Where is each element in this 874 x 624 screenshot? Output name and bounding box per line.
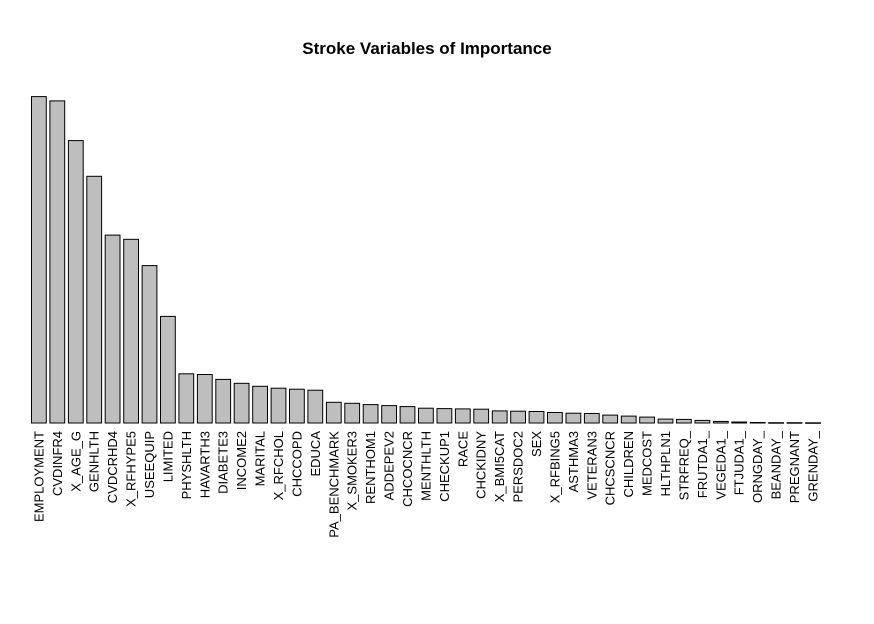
- tick-label: ORNGDAY_: [750, 430, 765, 503]
- tick-label: FTJUDA1_: [732, 430, 747, 495]
- tick-label: MEDCOST: [640, 431, 655, 496]
- tick-label: X_RFHYPE5: [124, 431, 139, 507]
- bar-sex: [528, 411, 545, 424]
- bar-x-age-g: [67, 140, 84, 424]
- tick-label: INCOME2: [234, 431, 249, 490]
- tick-label: X_SMOKER3: [345, 431, 360, 510]
- bar-physhlth: [178, 373, 195, 424]
- tick-label: CHECKUP1: [437, 431, 452, 502]
- bar-limited: [160, 315, 176, 424]
- tick-label: USEEQUIP: [142, 431, 157, 498]
- bar-chcocncr: [399, 406, 416, 424]
- bars-group: [31, 96, 821, 424]
- bar-havarth3: [196, 374, 213, 424]
- bar-educa: [307, 389, 324, 424]
- tick-label: RENTHOM1: [363, 431, 378, 504]
- tick-label: PREGNANT: [787, 431, 802, 503]
- tick-label: EMPLOYMENT: [31, 431, 46, 522]
- bar-addepev2: [381, 405, 398, 424]
- tick-label: HLTHPLN1: [658, 431, 673, 497]
- bar-pa-benchmark: [325, 401, 342, 424]
- bar-income2: [233, 382, 250, 424]
- tick-label: PHYSHLTH: [179, 431, 194, 499]
- bar-genhlth: [86, 175, 103, 424]
- tick-label: X_RFBING5: [547, 431, 562, 503]
- bar-menthlth: [418, 407, 434, 424]
- tick-label: RACE: [455, 431, 470, 467]
- chart-title: Stroke Variables of Importance: [302, 39, 551, 58]
- bar-persdoc2: [510, 410, 527, 424]
- tick-label: X_AGE_G: [68, 431, 83, 492]
- bar-grenday: [805, 422, 821, 424]
- bar-vegeda1: [712, 420, 729, 424]
- bar-children: [620, 415, 637, 424]
- tick-label: CHCKIDNY: [474, 431, 489, 499]
- tick-label: LIMITED: [160, 431, 175, 482]
- tick-label: FRUTDA1_: [695, 430, 710, 498]
- tick-label: ADDEPEV2: [382, 431, 397, 500]
- bar-x-smoker3: [344, 402, 361, 424]
- bar-x-rfhype5: [123, 238, 139, 424]
- bar-ftjuda1: [731, 421, 748, 424]
- tick-label: CVDCRHD4: [105, 431, 120, 503]
- bar-chckidny: [473, 408, 490, 424]
- bar-useequip: [141, 265, 158, 424]
- tick-label: DIABETE3: [216, 431, 231, 494]
- bar-cvdinfr4: [49, 100, 66, 424]
- bar-employment: [31, 96, 47, 424]
- tick-label: ASTHMA3: [566, 431, 581, 492]
- bar-diabete3: [215, 378, 232, 424]
- tick-label: PERSDOC2: [511, 431, 526, 503]
- bar-x-rfbing5: [547, 412, 563, 424]
- tick-label: STRFREQ_: [676, 430, 691, 500]
- tick-label: SEX: [529, 431, 544, 457]
- bar-beanday: [768, 422, 785, 424]
- bar-cvdcrhd4: [104, 234, 121, 424]
- tick-label: BEANDAY_: [769, 430, 784, 499]
- bar-frutda1: [694, 419, 711, 424]
- tick-label: CHCOCNCR: [400, 431, 415, 507]
- bar-x-bmi5cat: [491, 410, 508, 424]
- bar-pregnant: [786, 422, 803, 424]
- bar-race: [454, 408, 471, 424]
- tick-label: CVDINFR4: [50, 431, 65, 496]
- bar-strfreq: [676, 418, 692, 424]
- bar-asthma3: [565, 412, 582, 424]
- tick-label: CHCSCNCR: [603, 431, 618, 505]
- bar-veteran3: [583, 413, 600, 424]
- tick-label: GENHLTH: [87, 431, 102, 492]
- tick-label: CHILDREN: [621, 431, 636, 497]
- tick-label: GRENDAY_: [806, 430, 821, 501]
- bar-checkup1: [436, 408, 453, 424]
- bar-chccopd: [289, 388, 305, 424]
- tick-label: X_BMI5CAT: [492, 431, 507, 502]
- tick-label: CHCCOPD: [289, 431, 304, 497]
- bar-medcost: [639, 416, 656, 424]
- bar-x-rfchol: [270, 387, 287, 424]
- bar-renthom1: [362, 404, 379, 424]
- bar-orngday: [749, 422, 766, 424]
- tick-label: VETERAN3: [584, 431, 599, 500]
- tick-label: X_RFCHOL: [271, 431, 286, 500]
- tick-label: MENTHLTH: [418, 431, 433, 501]
- tick-label: PA_BENCHMARK: [326, 431, 341, 538]
- tick-labels-group: EMPLOYMENT CVDINFR4 X_AGE_G GENHLTH CVDCRHD4…: [31, 430, 820, 537]
- tick-label: EDUCA: [308, 431, 323, 477]
- bar-marital: [252, 385, 268, 424]
- bar-hlthpln1: [657, 418, 674, 424]
- tick-label: VEGEDA1_: [713, 430, 728, 499]
- bar-chcscncr: [602, 414, 619, 424]
- tick-label: MARITAL: [253, 431, 268, 486]
- tick-label: HAVARTH3: [197, 431, 212, 498]
